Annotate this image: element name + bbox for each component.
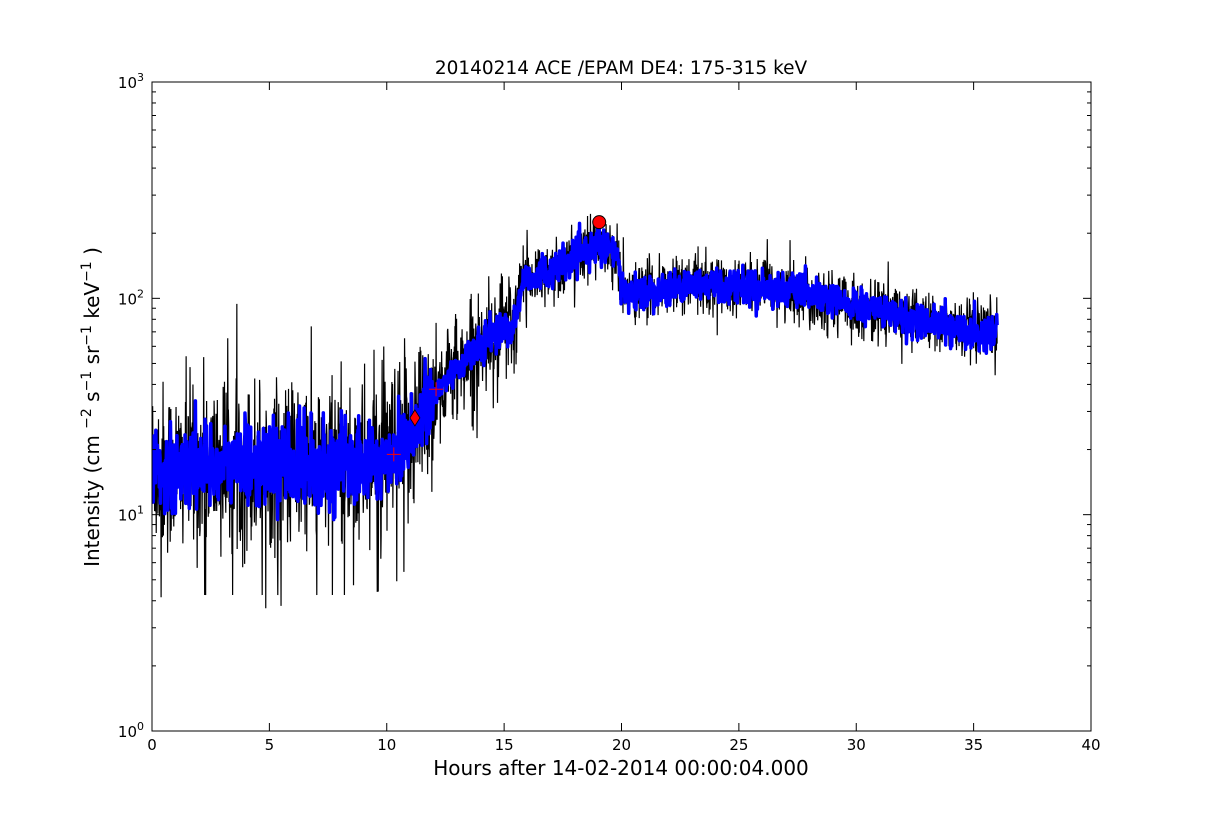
y-axis-label-unit: s xyxy=(80,391,104,408)
x-tick-label: 15 xyxy=(495,736,514,754)
y-tick-label-exponent: 0 xyxy=(137,720,144,733)
x-tick-label: 10 xyxy=(377,736,396,754)
y-axis-label-superscript: −1 xyxy=(79,371,95,392)
y-axis-label-superscript: −2 xyxy=(79,408,95,429)
x-tick-label: 40 xyxy=(1081,736,1100,754)
y-axis-label-unit: ) xyxy=(80,247,104,261)
y-tick-label: 101 xyxy=(118,504,144,525)
x-tick-label: 20 xyxy=(612,736,631,754)
x-tick-label: 0 xyxy=(147,736,157,754)
y-tick-label-exponent: 1 xyxy=(137,504,144,517)
y-tick-label-base: 10 xyxy=(118,74,137,92)
y-tick-label-exponent: 3 xyxy=(137,71,144,84)
y-tick-label: 100 xyxy=(118,720,144,741)
smoothed-intensity-line xyxy=(152,216,999,522)
plot-area xyxy=(152,213,999,609)
y-tick-label-base: 10 xyxy=(118,507,137,525)
y-tick-label: 102 xyxy=(118,287,144,308)
y-axis-label-unit: keV xyxy=(80,282,104,326)
x-axis: 0 5 10 15 20 25 30 35 40 xyxy=(147,82,1101,754)
y-axis-label: Intensity (cm −2 s−1 sr−1 keV−1 ) xyxy=(79,247,104,567)
onset-diamond-marker xyxy=(409,409,421,427)
raw-intensity-line xyxy=(152,213,998,609)
y-axis-label-unit: sr xyxy=(80,345,104,371)
cross-marker xyxy=(429,382,444,397)
y-tick-label-base: 10 xyxy=(118,723,137,741)
chart-title: 20140214 ACE /EPAM DE4: 175-315 keV xyxy=(435,58,808,79)
x-tick-label: 35 xyxy=(964,736,983,754)
y-axis-label-superscript: −1 xyxy=(79,261,95,282)
y-tick-label: 103 xyxy=(118,71,144,92)
y-axis-label-superscript: −1 xyxy=(79,325,95,346)
peak-circle-marker xyxy=(592,215,607,230)
cross-marker xyxy=(386,447,401,462)
x-tick-label: 30 xyxy=(847,736,866,754)
x-axis-label: Hours after 14-02-2014 00:00:04.000 xyxy=(433,756,809,780)
y-tick-label-exponent: 2 xyxy=(137,287,144,300)
y-axis-label-prefix: Intensity (cm xyxy=(80,435,104,567)
y-tick-label-base: 10 xyxy=(118,290,137,308)
x-tick-label: 5 xyxy=(265,736,275,754)
x-tick-label: 25 xyxy=(729,736,748,754)
